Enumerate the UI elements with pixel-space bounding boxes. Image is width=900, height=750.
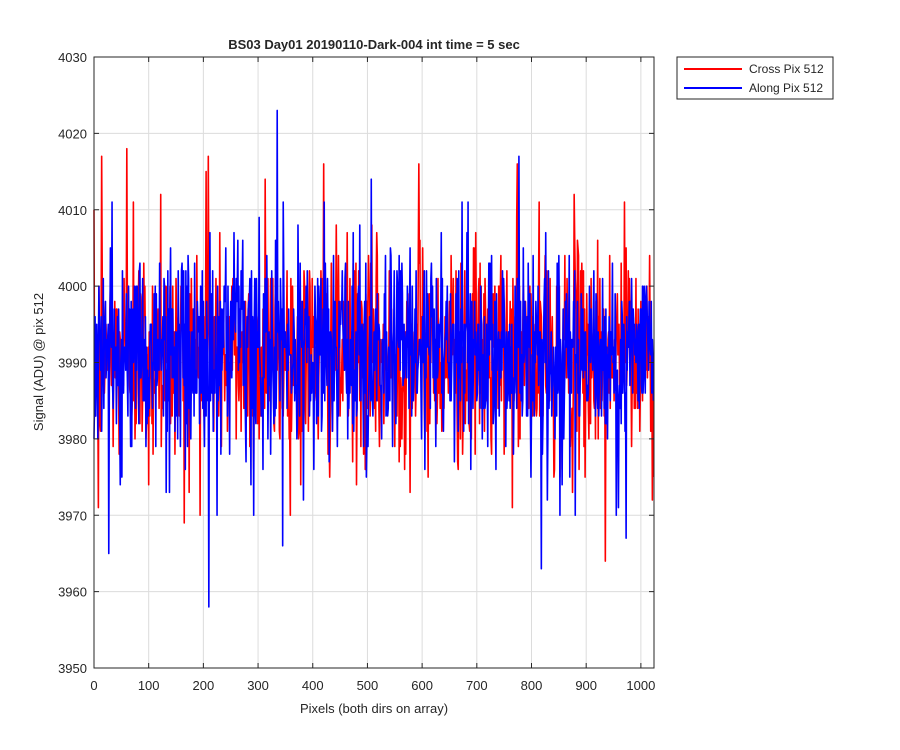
y-tick-label: 3970	[58, 508, 87, 523]
x-tick-label: 700	[466, 678, 488, 693]
y-tick-label: 3980	[58, 432, 87, 447]
plot-lines	[93, 109, 655, 608]
y-tick-label: 4000	[58, 279, 87, 294]
y-tick-label: 4020	[58, 126, 87, 141]
x-tick-label: 0	[90, 678, 97, 693]
x-tick-label: 1000	[626, 678, 655, 693]
y-tick-label: 3950	[58, 661, 87, 676]
chart-title: BS03 Day01 20190110-Dark-004 int time = …	[228, 37, 520, 52]
x-tick-label: 400	[302, 678, 324, 693]
y-tick-label: 3990	[58, 356, 87, 371]
legend-label-cross: Cross Pix 512	[749, 62, 824, 76]
x-tick-label: 800	[521, 678, 543, 693]
y-tick-label: 4010	[58, 203, 87, 218]
x-tick-label: 300	[247, 678, 269, 693]
y-axis-label: Signal (ADU) @ pix 512	[31, 293, 46, 431]
legend-label-along: Along Pix 512	[749, 81, 823, 95]
tick-marks	[93, 56, 654, 669]
x-tick-label: 500	[357, 678, 379, 693]
x-tick-label: 900	[575, 678, 597, 693]
legend-box	[676, 56, 834, 100]
x-axis-label: Pixels (both dirs on array)	[300, 701, 448, 716]
x-tick-label: 100	[138, 678, 160, 693]
y-tick-label: 3960	[58, 585, 87, 600]
series-line-along	[93, 109, 655, 608]
x-tick-label: 600	[411, 678, 433, 693]
x-tick-label: 200	[193, 678, 215, 693]
legend: Cross Pix 512 Along Pix 512	[676, 56, 834, 100]
y-tick-label: 4030	[58, 50, 87, 65]
tick-labels: 0 100 200 300 400 500 600 700 800 900 1000 3950 3960…	[58, 50, 655, 693]
